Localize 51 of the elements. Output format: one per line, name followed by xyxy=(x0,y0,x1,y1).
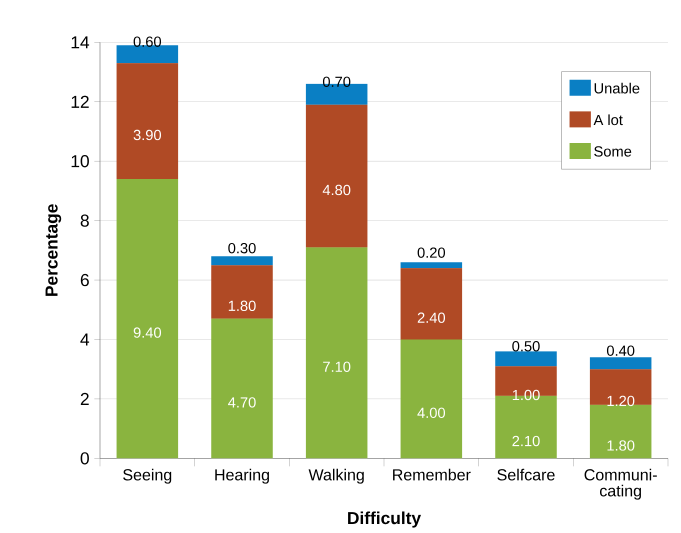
data-label: 1.80 xyxy=(228,300,256,312)
data-label: 7.10 xyxy=(323,362,350,372)
data-label: 0.20 xyxy=(418,247,446,258)
data-label: 0.40 xyxy=(606,346,634,356)
y-tick-label: 0 xyxy=(80,452,89,464)
data-label: 0.50 xyxy=(512,341,540,352)
bar xyxy=(400,339,462,458)
y-tick-label: 12 xyxy=(72,96,89,108)
legend-label: Some xyxy=(594,146,632,157)
x-tick-label: Remember xyxy=(393,468,471,480)
y-tick-label: 14 xyxy=(72,36,90,48)
bar xyxy=(116,45,178,64)
y-tick-label: 6 xyxy=(80,274,89,286)
x-tick-label: Hearing xyxy=(215,468,269,484)
bar xyxy=(400,262,462,268)
bar xyxy=(116,63,178,180)
bar xyxy=(495,351,557,366)
y-tick-label: 4 xyxy=(80,334,90,346)
bar xyxy=(306,104,368,248)
bar xyxy=(400,268,462,340)
data-label: 1.20 xyxy=(608,396,634,406)
x-tick-label: Communi-cating xyxy=(584,468,657,500)
legend-label: A lot xyxy=(594,114,623,126)
data-label: 1.00 xyxy=(512,390,540,400)
data-label: 4.80 xyxy=(322,184,350,196)
data-label: 2.10 xyxy=(512,436,540,446)
data-label: 4.70 xyxy=(228,397,256,408)
data-label: 1.80 xyxy=(608,440,634,451)
bar xyxy=(211,318,273,458)
legend-label: Unable xyxy=(594,82,640,94)
x-axis-title: Difficulty xyxy=(348,511,421,528)
bar xyxy=(211,256,273,266)
data-label: 4.00 xyxy=(417,408,446,418)
data-label: 0.30 xyxy=(228,242,256,254)
x-tick-label: Walking xyxy=(308,468,364,484)
bar xyxy=(590,369,652,405)
y-tick-label: 10 xyxy=(72,155,89,168)
y-tick-label: 2 xyxy=(80,392,89,405)
bar xyxy=(306,247,368,458)
data-label: 3.90 xyxy=(134,130,162,140)
x-tick-label: Seeing xyxy=(123,468,172,484)
x-tick-label: Selfcare xyxy=(497,468,555,480)
bar xyxy=(590,357,652,370)
y-tick-label: 8 xyxy=(80,214,89,227)
data-label: 2.40 xyxy=(418,312,446,323)
bar xyxy=(116,179,178,458)
data-label: 9.40 xyxy=(134,327,162,338)
data-label: 0.60 xyxy=(134,36,162,47)
bar xyxy=(211,265,273,319)
y-axis-title: Percentage xyxy=(46,204,62,296)
bar xyxy=(590,404,652,458)
